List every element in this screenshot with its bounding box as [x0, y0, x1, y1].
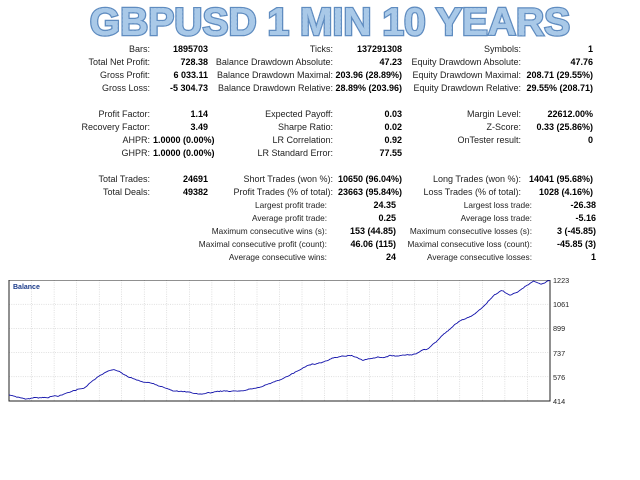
- svg-text:Balance: Balance: [13, 284, 40, 291]
